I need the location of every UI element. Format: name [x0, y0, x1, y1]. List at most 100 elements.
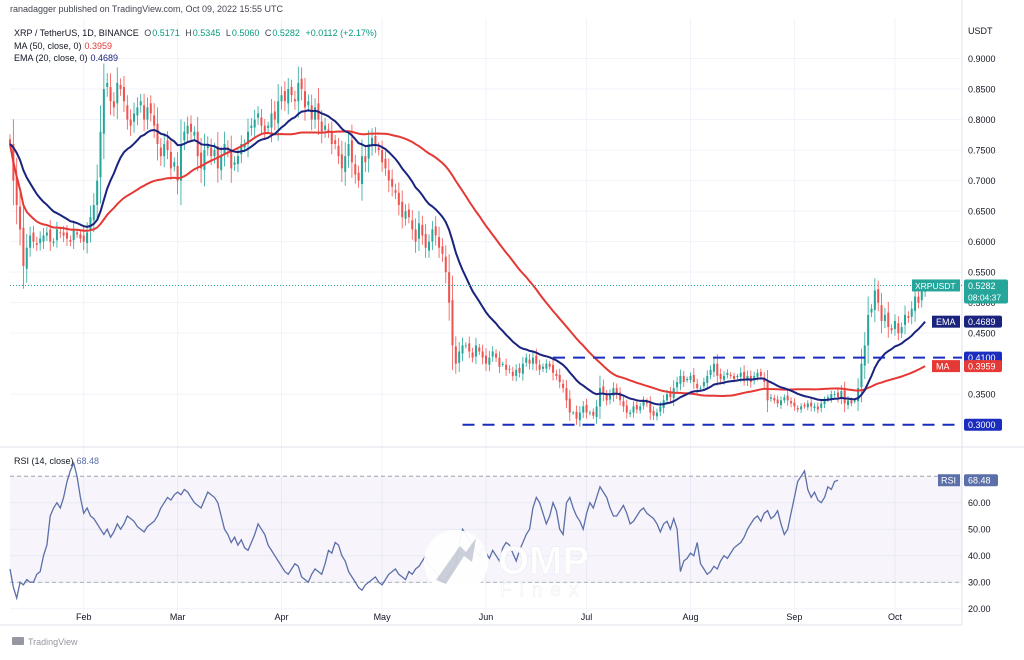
legend-symbol-row: XRP / TetherUS, 1D, BINANCE O0.5171 H0.5…	[14, 28, 380, 38]
candle-body	[330, 131, 333, 144]
candle-body	[783, 397, 786, 401]
candle-body	[917, 296, 920, 303]
candle-body	[541, 366, 544, 369]
candle-body	[196, 131, 199, 157]
candle-body	[357, 172, 360, 181]
candle-body	[823, 400, 826, 405]
candle-body	[59, 232, 62, 234]
candle-body	[666, 394, 669, 401]
candle-body	[159, 147, 162, 157]
candle-body	[126, 105, 129, 120]
candle-body	[525, 357, 528, 363]
candle-body	[481, 351, 484, 358]
candle-body	[488, 357, 491, 365]
candle-body	[625, 405, 628, 413]
candle-body	[49, 229, 52, 242]
price-tick-label: 0.6000	[968, 237, 996, 247]
candle-body	[364, 156, 367, 163]
candle-body	[609, 394, 612, 400]
candle-body	[324, 125, 327, 130]
ema-legend-value: 0.4689	[90, 53, 119, 63]
legend-rsi-row: RSI (14, close) 68.48	[14, 456, 102, 466]
candle-body	[468, 343, 471, 352]
candle-body	[907, 316, 910, 318]
candle-body	[116, 82, 119, 104]
candle-body	[334, 140, 337, 144]
candle-body	[676, 382, 679, 388]
candle-body	[598, 388, 601, 407]
candle-body	[283, 91, 286, 102]
open-value: 0.5171	[152, 28, 180, 38]
ema-value-label: 0.4689	[968, 317, 996, 327]
time-tick-label: Jun	[479, 612, 494, 622]
candle-body	[243, 143, 246, 148]
candle-body	[287, 89, 290, 104]
candle-body	[870, 308, 873, 313]
candle-body	[602, 386, 605, 395]
candle-body	[263, 125, 266, 132]
candle-body	[491, 351, 494, 357]
tradingview-logo-text: TradingView	[28, 637, 78, 647]
ma-50-line	[9, 130, 926, 397]
candle-body	[659, 406, 662, 412]
price-tick-label: 0.7000	[968, 176, 996, 186]
candle-body	[381, 150, 384, 163]
candle-body	[528, 359, 531, 364]
candle-body	[250, 125, 253, 128]
candle-body	[146, 107, 149, 120]
candle-body	[759, 371, 762, 376]
level-tag	[964, 418, 1002, 431]
candle-body	[555, 373, 558, 376]
candle-body	[307, 101, 310, 106]
price-tick-label: 0.9000	[968, 54, 996, 64]
candle-body	[592, 411, 595, 416]
time-tick-label: May	[374, 612, 392, 622]
candle-body	[340, 154, 343, 169]
candle-body	[22, 227, 25, 267]
candle-body	[76, 232, 79, 235]
candle-body	[645, 401, 648, 404]
time-tick-label: Aug	[682, 612, 698, 622]
price-axis: USDT 0.9000 0.8500 0.8000 0.7500 0.7000 0.6500…	[968, 26, 996, 400]
candle-body	[32, 232, 35, 242]
candle-body	[240, 143, 243, 155]
candle-body	[635, 404, 638, 410]
candle-body	[558, 374, 561, 383]
candle-body	[65, 232, 68, 239]
candle-body	[441, 246, 444, 254]
candle-body	[733, 375, 736, 379]
rsi-legend-label: RSI (14, close)	[14, 456, 74, 466]
candle-body	[679, 375, 682, 384]
candle-body	[883, 314, 886, 321]
candle-body	[29, 235, 32, 248]
candle-body	[867, 314, 870, 346]
candle-body	[796, 408, 799, 410]
candle-body	[136, 107, 139, 116]
candle-body	[860, 363, 863, 388]
candle-body	[421, 224, 424, 236]
price-tick-label: 0.5500	[968, 268, 996, 278]
candle-body	[639, 406, 642, 411]
omp-sub-text: Finex	[500, 580, 586, 601]
candle-body	[404, 211, 407, 219]
candle-body	[686, 378, 689, 381]
candle-body	[52, 241, 55, 244]
candle-body	[836, 392, 839, 398]
candle-body	[629, 412, 632, 415]
ema-axis-tag-label: EMA	[936, 317, 956, 327]
time-axis: Feb Mar Apr May Jun Jul Aug Sep Oct	[76, 612, 902, 622]
candle-body	[655, 412, 658, 417]
candle-body	[102, 89, 105, 134]
candle-body	[35, 243, 38, 245]
candle-body	[786, 395, 789, 401]
candle-body	[830, 394, 833, 399]
candle-body	[458, 351, 461, 363]
candle-body	[729, 374, 732, 376]
candle-body	[810, 402, 813, 407]
candle-body	[552, 364, 555, 373]
candle-body	[163, 143, 166, 157]
candle-body	[531, 357, 534, 364]
candle-body	[766, 382, 769, 401]
candle-body	[397, 192, 400, 206]
